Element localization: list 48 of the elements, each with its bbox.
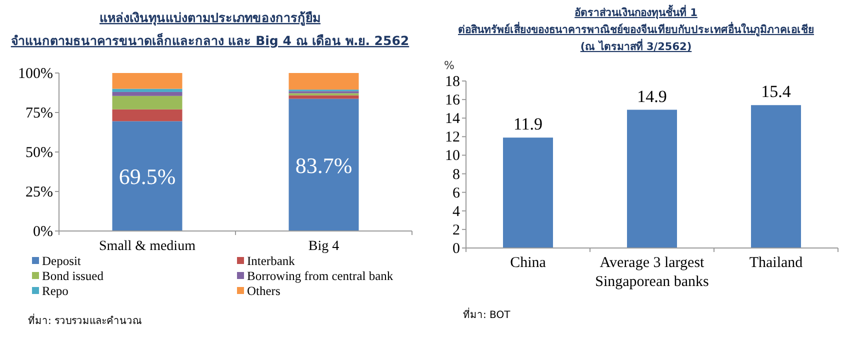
legend-label: Others xyxy=(247,284,280,298)
y-tick-label: 75% xyxy=(26,106,53,122)
legend-label: Borrowing from central bank xyxy=(247,269,394,283)
bar xyxy=(503,138,553,248)
text: ที่มา: รวบรวมและคำนวณ xyxy=(28,313,142,327)
text: ที่มา: BOT xyxy=(463,307,512,321)
y-tick-label: 25% xyxy=(26,184,53,200)
bar xyxy=(751,105,801,248)
legend-label: Deposit xyxy=(42,254,82,268)
y-tick-label: 100% xyxy=(18,66,53,82)
y-tick-label: 0% xyxy=(33,224,53,240)
data-label: 15.4 xyxy=(761,82,792,102)
x-tick-label: Small & medium xyxy=(99,239,196,254)
bar xyxy=(627,110,677,248)
y-tick-label: 6 xyxy=(452,185,460,202)
y-tick-label: 2 xyxy=(452,222,460,238)
data-label: 14.9 xyxy=(637,86,667,106)
bar xyxy=(288,95,359,99)
legend-label: Repo xyxy=(42,284,68,298)
x-tick-label: Average 3 largest Singaporean banks xyxy=(595,255,710,290)
bar xyxy=(112,73,182,89)
chart-title: อัตราส่วนเงินกองทุนชั้นที่ 1 ต่อสินทรัพย์เสี่ยงของธนาคารพาณิชย์ของจีนเทียบกับประเทศอื่นในภูมิภาคเอเชีย (ณ ไตรมาสที่ 3/2562) xyxy=(458,4,814,53)
y-tick-label: 18 xyxy=(445,74,460,90)
bar xyxy=(112,121,182,231)
data-label: 69.5% xyxy=(118,164,176,190)
x-tick-label: Big 4 xyxy=(308,239,340,254)
legend-label: Interbank xyxy=(247,254,296,268)
bar xyxy=(112,88,182,92)
data-label: 11.9 xyxy=(513,114,543,134)
legend-label: Bond issued xyxy=(42,269,104,283)
bar xyxy=(288,98,359,231)
y-tick-label: 0 xyxy=(452,241,460,257)
y-tick-label: 14 xyxy=(445,111,460,128)
y-tick-label: 12 xyxy=(445,130,460,146)
y-tick-label: 10 xyxy=(445,148,460,164)
bar xyxy=(112,109,182,122)
chart-title: แหล่งเงินทุนแบ่งตามประเภทของการกู้ยืม จำแนกตามธนาคารขนาดเล็กและกลาง และ Big 4 ณ เดือน พ.ย. 2562 xyxy=(10,10,410,48)
x-tick-label: Thailand xyxy=(749,255,804,271)
y-tick-label: 4 xyxy=(452,204,460,220)
data-label: 83.7% xyxy=(295,152,352,178)
bar xyxy=(112,92,182,96)
y-tick-label: 16 xyxy=(445,92,460,109)
x-tick-label: China xyxy=(510,255,546,271)
y-axis-title: % xyxy=(444,59,454,72)
y-tick-label: 50% xyxy=(26,145,53,161)
y-tick-label: 8 xyxy=(452,166,460,183)
bar xyxy=(112,96,182,110)
bar xyxy=(288,73,359,90)
